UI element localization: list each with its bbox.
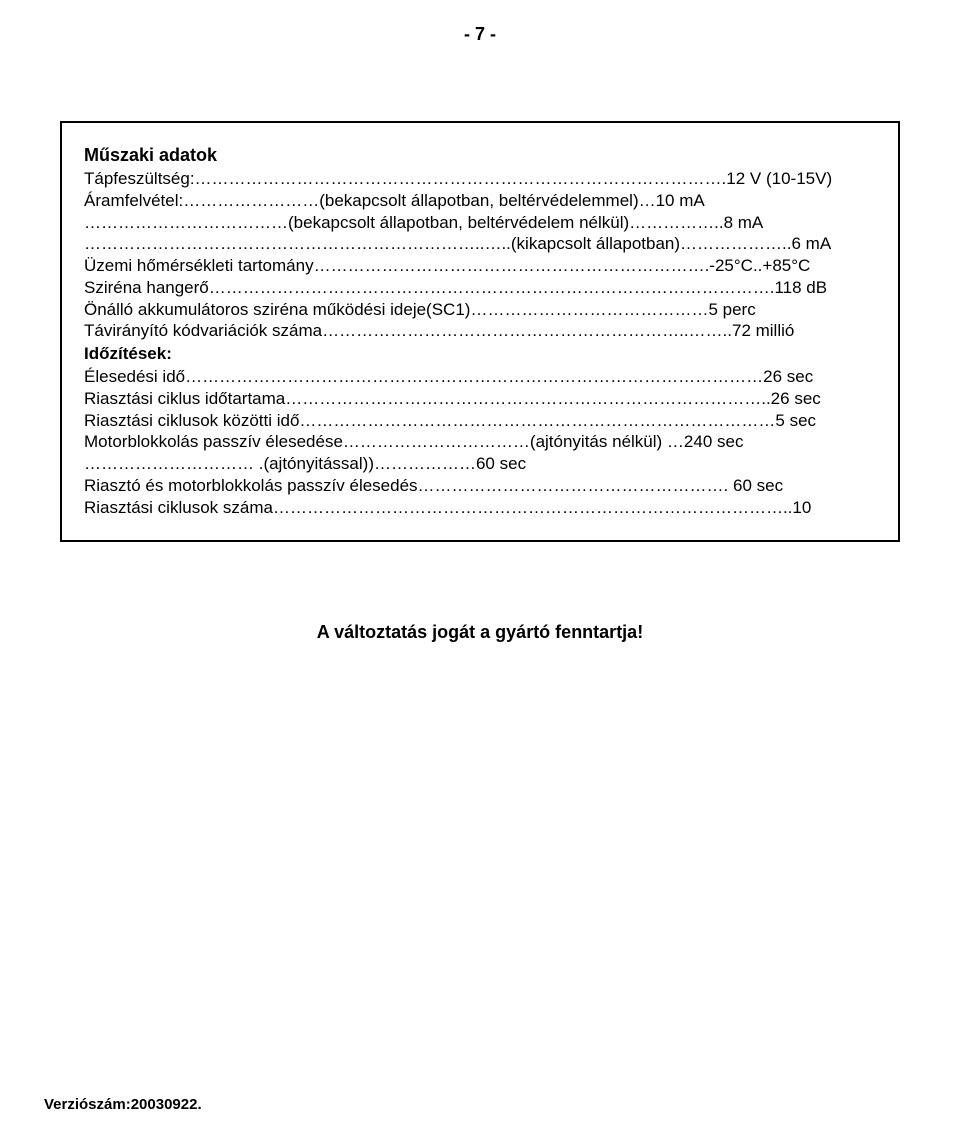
spec-line: ……………………………………………………………..…..(kikapcsolt … xyxy=(84,233,876,255)
sub-title: Időzítések: xyxy=(84,344,876,364)
spec-line: Üzemi hőmérsékleti tartomány………………………………… xyxy=(84,255,876,277)
version-label: Verziószám:20030922. xyxy=(44,1096,202,1113)
spec-line: Áramfelvétel:……………………(bekapcsolt állapot… xyxy=(84,190,876,212)
spec-line: Távirányító kódvariációk száma…………………………… xyxy=(84,320,876,342)
spec-line: Önálló akkumulátoros sziréna működési id… xyxy=(84,299,876,321)
spec-line: Riasztó és motorblokkolás passzív élesed… xyxy=(84,475,876,497)
technical-data-box: Műszaki adatok Tápfeszültség:……………………………… xyxy=(60,121,900,542)
spec-line: Riasztási ciklusok közötti idő…………………………… xyxy=(84,410,876,432)
section-title: Műszaki adatok xyxy=(84,145,876,166)
spec-line: Sziréna hangerő…………………………………………………………………… xyxy=(84,277,876,299)
spec-line: ………………………… .(ajtónyitással))………………60 sec xyxy=(84,453,876,475)
spec-line: Tápfeszültség:……………………………………………………………………… xyxy=(84,168,876,190)
footer-note: A változtatás jogát a gyártó fenntartja! xyxy=(60,622,900,643)
spec-line: Motorblokkolás passzív élesedése……………………… xyxy=(84,431,876,453)
spec-line: ………………………………(bekapcsolt állapotban, belt… xyxy=(84,212,876,234)
spec-line: Élesedési idő………………………………………………………………………… xyxy=(84,366,876,388)
page-number: - 7 - xyxy=(60,24,900,45)
spec-line: Riasztási ciklusok száma…………………………………………… xyxy=(84,497,876,519)
spec-line: Riasztási ciklus időtartama…………………………………… xyxy=(84,388,876,410)
